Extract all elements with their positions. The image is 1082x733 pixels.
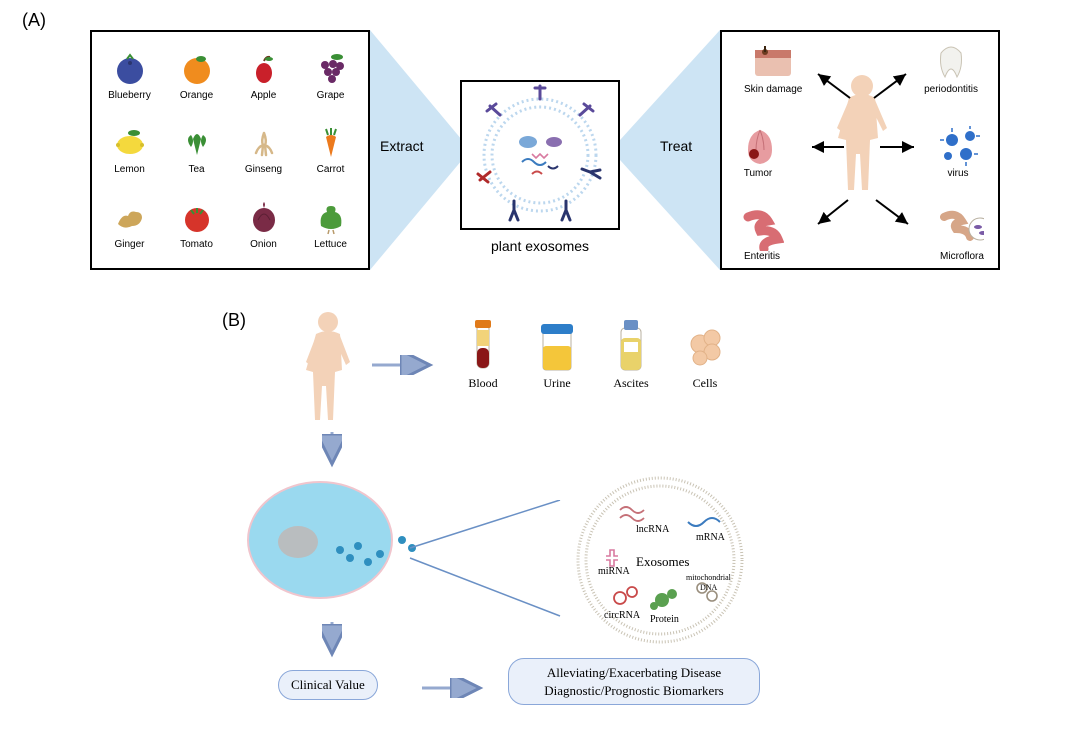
exosome-contents: lncRNA mRNA miRNA Exosomes circRNA Prote… bbox=[550, 470, 770, 650]
plant-label: Ginger bbox=[114, 239, 144, 250]
plant-onion: Onion bbox=[230, 187, 297, 262]
sample-blood: Blood bbox=[460, 320, 506, 391]
human-source-icon bbox=[300, 310, 356, 435]
sample-label: Blood bbox=[468, 376, 497, 391]
plant-carrot: Carrot bbox=[297, 113, 364, 188]
plants-panel: Blueberry Orange Apple Grape bbox=[90, 30, 370, 270]
disease-skin: Skin damage bbox=[744, 40, 802, 95]
plant-exosome-panel bbox=[460, 80, 620, 230]
disease-label: periodontitis bbox=[924, 84, 978, 95]
plant-grid: Blueberry Orange Apple Grape bbox=[92, 32, 368, 268]
mirna-label: miRNA bbox=[598, 566, 630, 577]
arrow-to-samples bbox=[370, 355, 440, 380]
section-b: Blood Urine Ascites Cells bbox=[0, 300, 1082, 730]
plant-apple: Apple bbox=[230, 38, 297, 113]
plant-label: Tea bbox=[188, 164, 204, 175]
extract-label: Extract bbox=[380, 138, 424, 154]
outcome-line-1: Alleviating/Exacerbating Disease bbox=[521, 664, 747, 682]
circrna-label: circRNA bbox=[604, 610, 641, 621]
disease-enteritis: Enteritis bbox=[740, 207, 784, 262]
plant-label: Grape bbox=[317, 90, 345, 101]
disease-virus: virus bbox=[936, 124, 980, 179]
svg-text:mitochondrial: mitochondrial bbox=[686, 573, 732, 582]
disease-label: Tumor bbox=[744, 168, 773, 179]
disease-microflora: Microflora bbox=[940, 207, 984, 262]
sample-ascites: Ascites bbox=[608, 320, 654, 391]
disease-label: Enteritis bbox=[744, 251, 780, 262]
exosome-caption: plant exosomes bbox=[460, 238, 620, 254]
protein-label: Protein bbox=[650, 614, 679, 625]
exosome-vesicle-icon bbox=[462, 82, 618, 228]
svg-text:DNA: DNA bbox=[700, 583, 718, 592]
plant-tea: Tea bbox=[163, 113, 230, 188]
exosome-title: Exosomes bbox=[636, 554, 689, 569]
plant-lettuce: Lettuce bbox=[297, 187, 364, 262]
outcome-line-2: Diagnostic/Prognostic Biomarkers bbox=[521, 682, 747, 700]
lncrna-label: lncRNA bbox=[636, 524, 670, 535]
disease-label: virus bbox=[947, 168, 968, 179]
plant-tomato: Tomato bbox=[163, 187, 230, 262]
plant-ginger: Ginger bbox=[96, 187, 163, 262]
plant-label: Apple bbox=[251, 90, 277, 101]
disease-tumor: Tumor bbox=[736, 124, 780, 179]
sample-label: Cells bbox=[693, 376, 718, 391]
sample-urine: Urine bbox=[534, 320, 580, 391]
section-a: Extract Treat Blueberry Orange Apple bbox=[0, 10, 1082, 300]
disease-periodontitis: periodontitis bbox=[924, 40, 978, 95]
plant-label: Blueberry bbox=[108, 90, 151, 101]
plant-lemon: Lemon bbox=[96, 113, 163, 188]
plant-label: Tomato bbox=[180, 239, 213, 250]
mrna-label: mRNA bbox=[696, 532, 726, 543]
treatment-panel: Skin damage periodontitis Tumor virus En… bbox=[720, 30, 1000, 270]
plant-label: Lemon bbox=[114, 164, 145, 175]
sample-label: Ascites bbox=[613, 376, 648, 391]
outcomes-pill: Alleviating/Exacerbating Disease Diagnos… bbox=[508, 658, 760, 705]
sample-row: Blood Urine Ascites Cells bbox=[460, 320, 728, 391]
sample-label: Urine bbox=[543, 376, 570, 391]
plant-label: Orange bbox=[180, 90, 213, 101]
sample-cells: Cells bbox=[682, 320, 728, 391]
plant-blueberry: Blueberry bbox=[96, 38, 163, 113]
treat-label: Treat bbox=[660, 138, 692, 154]
plant-label: Ginseng bbox=[245, 164, 282, 175]
plant-label: Carrot bbox=[317, 164, 345, 175]
plant-ginseng: Ginseng bbox=[230, 113, 297, 188]
disease-label: Skin damage bbox=[744, 84, 802, 95]
clinical-value-pill: Clinical Value bbox=[278, 670, 378, 700]
arrow-to-clinical bbox=[322, 620, 342, 667]
plant-grape: Grape bbox=[297, 38, 364, 113]
disease-label: Microflora bbox=[940, 251, 984, 262]
plant-orange: Orange bbox=[163, 38, 230, 113]
plant-label: Onion bbox=[250, 239, 277, 250]
plant-label: Lettuce bbox=[314, 239, 347, 250]
arrow-to-outcomes bbox=[420, 678, 490, 703]
